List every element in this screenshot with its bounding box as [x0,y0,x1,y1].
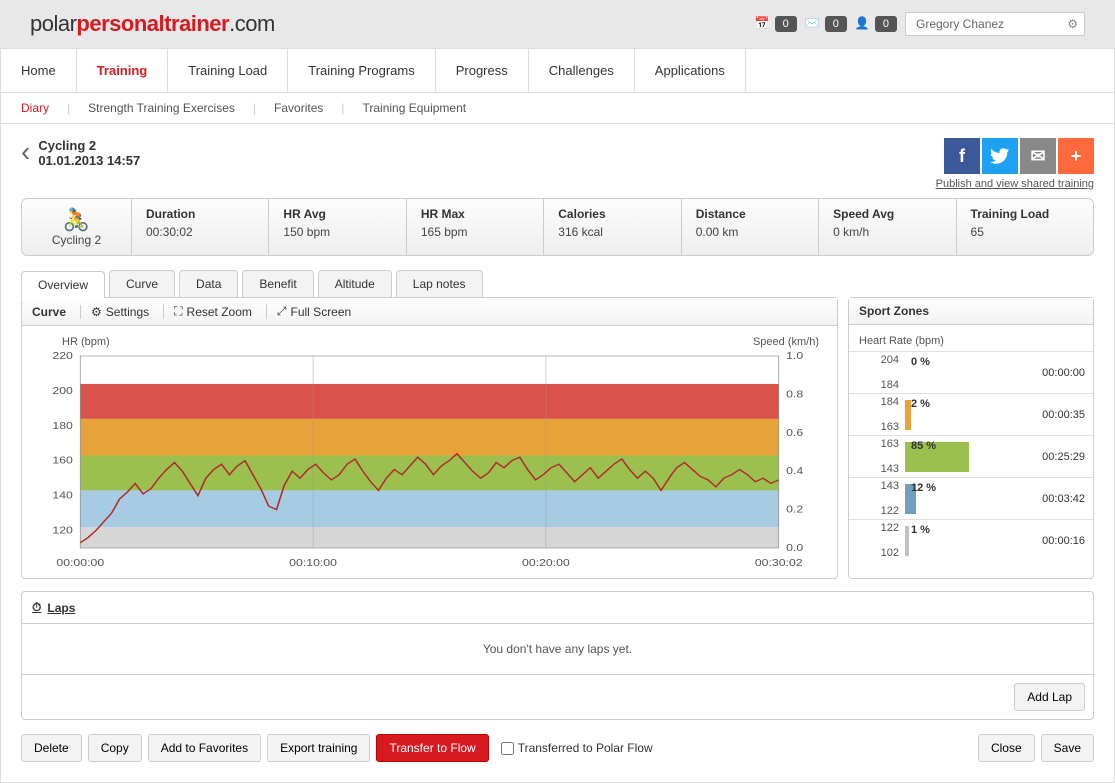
stat-speed-avg: Speed Avg0 km/h [819,199,956,255]
svg-text:200: 200 [52,386,72,397]
svg-text:00:30:02: 00:30:02 [755,558,803,569]
svg-text:0.4: 0.4 [786,466,803,477]
save-button[interactable]: Save [1041,734,1094,762]
nav-tab-challenges[interactable]: Challenges [529,49,635,92]
subnav-strength-training-exercises[interactable]: Strength Training Exercises [88,101,235,115]
copy-button[interactable]: Copy [88,734,142,762]
zone-row-1: 1841632 %00:00:35 [849,393,1093,435]
add-lap-button[interactable]: Add Lap [1014,683,1085,711]
tab-data[interactable]: Data [179,270,238,297]
nav-tab-home[interactable]: Home [1,49,77,92]
svg-text:0.6: 0.6 [786,428,803,439]
detail-tabs: OverviewCurveDataBenefitAltitudeLap note… [21,270,1094,297]
stat-sport: 🚴Cycling 2 [22,199,132,255]
zone-row-3: 14312212 %00:03:42 [849,477,1093,519]
tab-benefit[interactable]: Benefit [242,270,313,297]
y-right-label: Speed (km/h) [753,336,819,348]
nav-tab-applications[interactable]: Applications [635,49,746,92]
delete-button[interactable]: Delete [21,734,82,762]
zones-title: Sport Zones [859,304,929,318]
curve-title: Curve [32,305,66,319]
svg-text:140: 140 [52,491,72,502]
zoom-icon: ⛶ [174,304,182,319]
zone-row-2: 16314385 %00:25:29 [849,435,1093,477]
notif-user[interactable]: 👤 0 [855,16,897,32]
tab-lap-notes[interactable]: Lap notes [396,270,483,297]
nav-tab-progress[interactable]: Progress [436,49,529,92]
stats-bar: 🚴Cycling 2Duration00:30:02HR Avg150 bpmH… [21,198,1094,256]
subnav-diary[interactable]: Diary [21,101,49,115]
y-left-label: HR (bpm) [62,336,110,348]
curve-full-screen[interactable]: ⤢Full Screen [266,304,351,319]
curve-reset-zoom[interactable]: ⛶Reset Zoom [163,304,252,319]
fullscreen-icon: ⤢ [277,304,287,319]
close-button[interactable]: Close [978,734,1035,762]
notif-calendar[interactable]: 📅 0 [755,16,797,32]
hr-chart[interactable]: 120 140 160 180 200 220 0.0 0.2 0.4 0.6 0.8 1.0 00:0… [36,352,823,572]
share-link[interactable]: Publish and view shared training [936,178,1094,190]
stat-distance: Distance0.00 km [682,199,819,255]
stat-hr-avg: HR Avg150 bpm [269,199,406,255]
zones-subtitle: Heart Rate (bpm) [849,331,1093,351]
main-nav: HomeTrainingTraining LoadTraining Progra… [0,48,1115,93]
share-more[interactable]: + [1058,138,1094,174]
zone-row-0: 2041840 %00:00:00 [849,351,1093,393]
curve-settings[interactable]: ⚙Settings [80,305,149,319]
subnav-favorites[interactable]: Favorites [274,101,323,115]
username: Gregory Chanez [916,17,1004,31]
laps-panel: ⏱ Laps You don't have any laps yet. Add … [21,591,1094,720]
share-facebook[interactable]: f [944,138,980,174]
zones-panel: Sport Zones Heart Rate (bpm) 2041840 %00… [848,297,1094,579]
svg-text:00:10:00: 00:10:00 [289,558,337,569]
add-favorites-button[interactable]: Add to Favorites [148,734,261,762]
nav-tab-training-load[interactable]: Training Load [168,49,288,92]
tab-curve[interactable]: Curve [109,270,175,297]
zone-row-4: 1221021 %00:00:16 [849,519,1093,561]
notif-mail[interactable]: ✉️ 0 [805,16,847,32]
stat-training-load: Training Load65 [957,199,1093,255]
nav-tab-training[interactable]: Training [77,49,169,92]
sub-nav: Diary|Strength Training Exercises|Favori… [0,93,1115,124]
svg-text:00:00:00: 00:00:00 [56,558,104,569]
share-email[interactable]: ✉ [1020,138,1056,174]
stat-calories: Calories316 kcal [544,199,681,255]
calendar-icon: 📅 [755,16,771,32]
svg-text:120: 120 [52,526,72,537]
svg-text:160: 160 [52,456,72,467]
svg-text:180: 180 [52,421,72,432]
mail-icon: ✉️ [805,16,821,32]
svg-text:0.8: 0.8 [786,389,803,400]
back-arrow[interactable]: ‹ [21,138,30,166]
logo[interactable]: polarpersonaltrainer.com [30,11,275,37]
top-bar: polarpersonaltrainer.com 📅 0 ✉️ 0 👤 0 Gr… [0,0,1115,48]
svg-text:1.0: 1.0 [786,352,803,362]
cycling-icon: 🚴 [36,207,117,233]
gear-icon: ⚙ [91,305,102,319]
curve-panel: Curve ⚙Settings ⛶Reset Zoom ⤢Full Screen… [21,297,838,579]
laps-header[interactable]: ⏱ Laps [22,592,1093,624]
svg-text:0.2: 0.2 [786,505,803,516]
export-button[interactable]: Export training [267,734,370,762]
user-dropdown[interactable]: Gregory Chanez ⚙ [905,12,1085,36]
subnav-training-equipment[interactable]: Training Equipment [363,101,467,115]
tab-overview[interactable]: Overview [21,271,105,298]
tab-altitude[interactable]: Altitude [318,270,392,297]
share-twitter[interactable] [982,138,1018,174]
footer-actions: Delete Copy Add to Favorites Export trai… [21,734,1094,762]
stat-hr-max: HR Max165 bpm [407,199,544,255]
user-icon: 👤 [855,16,871,32]
page-title: Cycling 2 01.01.2013 14:57 [38,138,140,168]
stat-duration: Duration00:30:02 [132,199,269,255]
gear-icon: ⚙ [1067,17,1078,31]
transferred-checkbox[interactable]: Transferred to Polar Flow [501,741,653,755]
svg-text:0.0: 0.0 [786,543,803,554]
nav-tab-training-programs[interactable]: Training Programs [288,49,435,92]
svg-text:00:20:00: 00:20:00 [522,558,570,569]
share-icons: f ✉ + [936,138,1094,174]
svg-text:220: 220 [52,352,72,362]
laps-empty-msg: You don't have any laps yet. [22,624,1093,675]
transfer-flow-button[interactable]: Transfer to Flow [376,734,488,762]
stopwatch-icon: ⏱ [32,600,41,615]
